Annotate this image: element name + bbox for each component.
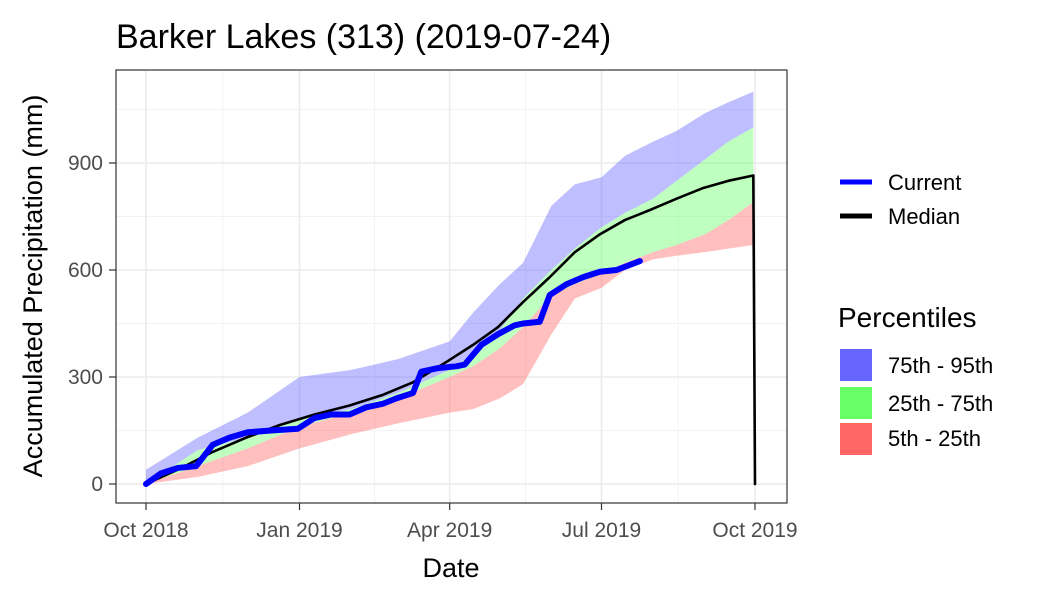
- x-tick-label: Jan 2019: [256, 519, 342, 542]
- axis-ticks: Oct 2018 Jan 2019 Apr 2019 Jul 2019 Oct 2019…: [68, 152, 798, 542]
- legend-label-75-95: 75th - 95th: [888, 353, 993, 378]
- chart-title: Barker Lakes (313) (2019-07-24): [116, 18, 611, 56]
- legend-label-median: Median: [888, 204, 960, 229]
- legend-label-current: Current: [888, 170, 961, 195]
- legend-key-25-75: [840, 387, 872, 419]
- x-axis-title: Date: [422, 553, 479, 583]
- x-tick-label: Oct 2018: [103, 519, 188, 542]
- x-tick-label: Jul 2019: [562, 519, 641, 542]
- legend-title-percentiles: Percentiles: [838, 302, 977, 333]
- legend-label-25-75: 25th - 75th: [888, 391, 993, 416]
- y-tick-label: 0: [91, 473, 103, 496]
- y-axis-title: Accumulated Precipitation (mm): [18, 95, 48, 478]
- y-tick-label: 600: [68, 259, 103, 282]
- x-tick-label: Apr 2019: [407, 519, 492, 542]
- legend-key-75-95: [840, 349, 872, 381]
- x-tick-label: Oct 2019: [712, 519, 797, 542]
- band-75-95: [146, 91, 754, 485]
- legend: Current Median Percentiles 75th - 95th 2…: [838, 170, 993, 455]
- y-tick-label: 900: [68, 152, 103, 175]
- plot-panel-border: [115, 69, 788, 504]
- y-tick-label: 300: [68, 366, 103, 389]
- legend-key-5-25: [840, 423, 872, 455]
- series-line-current: [143, 258, 643, 487]
- legend-label-5-25: 5th - 25th: [888, 426, 981, 451]
- series-lines: [143, 174, 757, 487]
